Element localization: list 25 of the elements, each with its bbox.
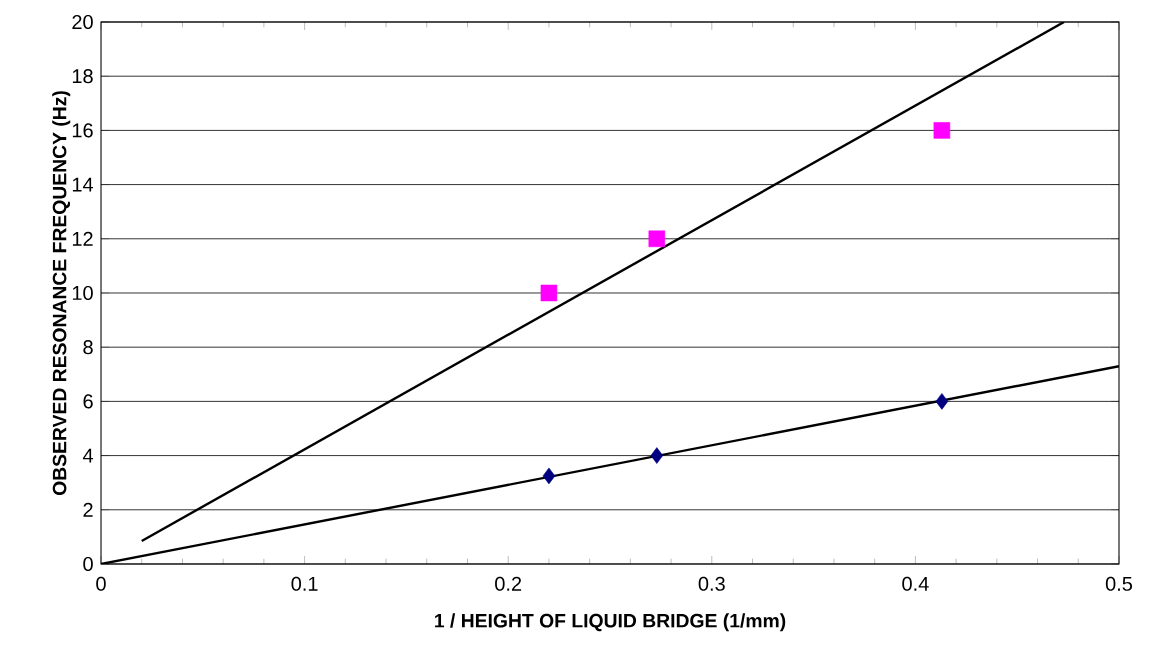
point [935, 393, 949, 410]
x-tick-label: 0 [96, 576, 106, 591]
x-tick-label: 0.1 [291, 576, 318, 591]
x-tick-label: 0.4 [902, 576, 929, 591]
y-axis-title: OBSERVED RESONANCE FREQUENCY (Hz) [52, 91, 71, 496]
point [540, 284, 558, 302]
point [648, 230, 666, 248]
y-tick-label: 20 [72, 14, 93, 30]
x-tick-label: 0.2 [495, 576, 522, 591]
y-tick-label: 16 [72, 123, 93, 138]
y-tick-label: 2 [83, 502, 93, 517]
y-tick-label: 0 [83, 556, 93, 572]
x-tick-label: 0.3 [698, 576, 725, 591]
x-tick-label: 0.5 [1105, 576, 1133, 591]
y-tick-label: 8 [83, 340, 93, 355]
y-tick-label: 4 [82, 448, 94, 463]
point [542, 467, 556, 485]
point [933, 122, 951, 139]
y-tick-label: 18 [72, 69, 93, 84]
point [650, 447, 664, 464]
y-tick-label: 6 [83, 394, 93, 409]
x-axis-title: 1 / HEIGHT OF LIQUID BRIDGE (1/mm) [435, 613, 786, 632]
y-tick-label: 12 [72, 231, 93, 246]
y-tick-label: 10 [72, 285, 93, 301]
y-tick-label: 14 [72, 177, 94, 192]
